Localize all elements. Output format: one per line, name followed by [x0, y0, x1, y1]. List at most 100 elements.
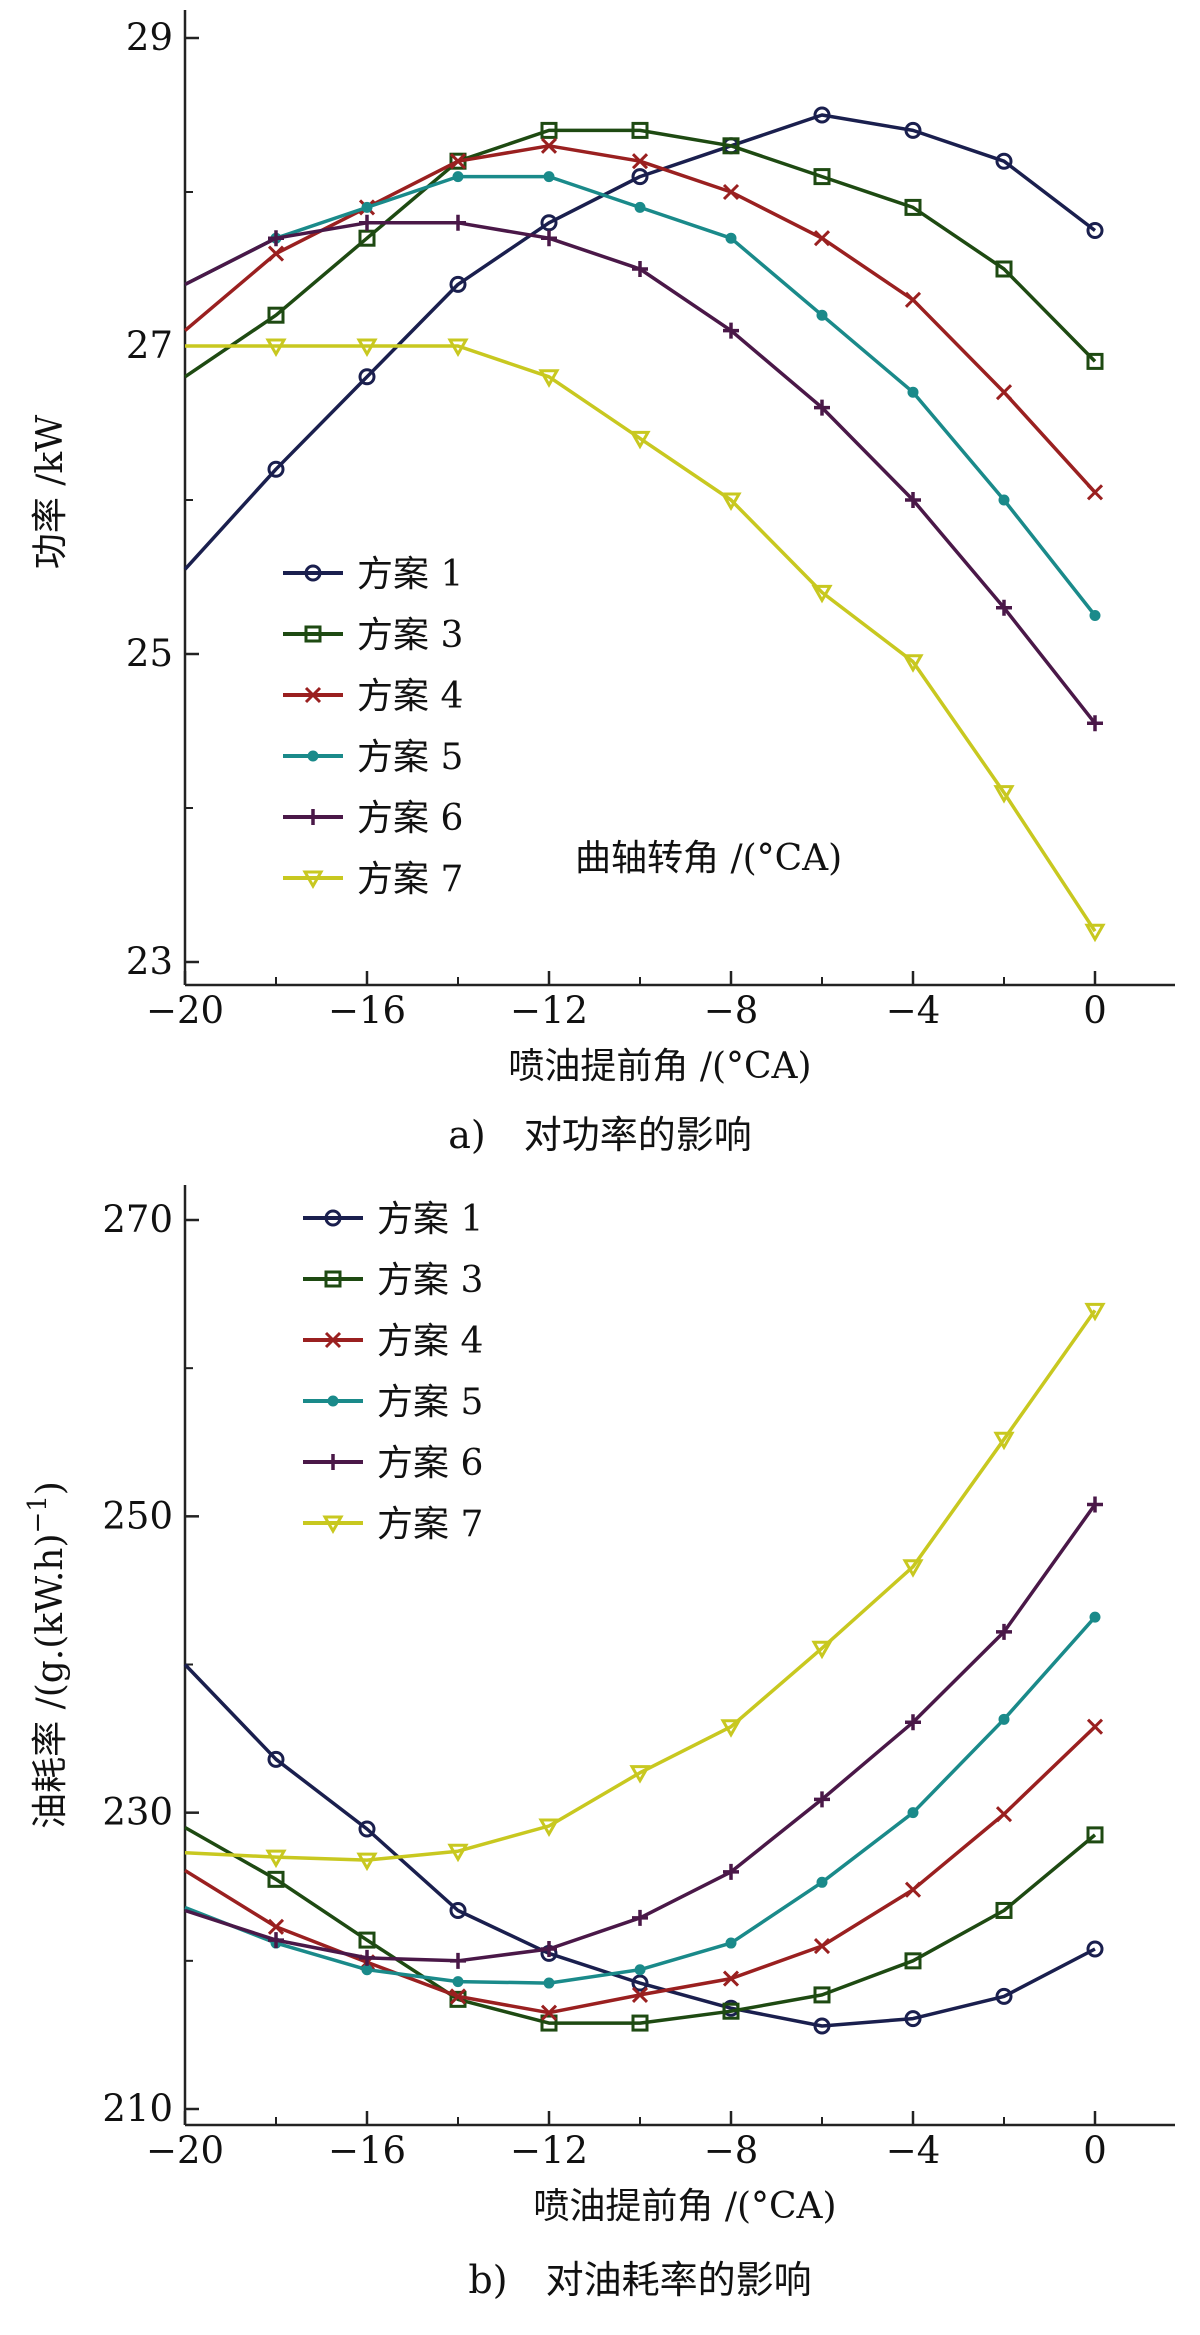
panel-a-data-point — [904, 198, 922, 216]
panel-a-data-point — [1086, 484, 1104, 501]
panel-b-series-line — [184, 1825, 1097, 2025]
panel-b-data-point — [449, 1901, 467, 1919]
panel-a-power: −20 −16 −12 −8 −4 0 23 25 27 29 方案 1 方案 3 方案 4 方案 5… — [30, 10, 1175, 1157]
panel-b-data-point — [907, 1807, 919, 1819]
panel-b-data-point — [904, 2010, 922, 2028]
panel-b-data-point — [998, 1713, 1010, 1725]
panel-b-x-ticks: −20 −16 −12 −8 −4 0 — [146, 2111, 1107, 2172]
panel-a-data-point — [723, 322, 739, 339]
panel-b-data-point — [1086, 1826, 1104, 1844]
panel-b-data-point — [356, 1852, 378, 1872]
panel-b-legend-marker — [324, 1270, 342, 1288]
panel-a-data-point — [1084, 923, 1106, 943]
panel-b-data-point — [1084, 1302, 1106, 1322]
panel-b-data-point — [540, 2004, 558, 2021]
panel-a-data-point — [358, 368, 376, 386]
panel-a-y-axis-label: 功率 /kW — [30, 415, 71, 569]
panel-a-data-point — [993, 785, 1015, 804]
panel-a-data-point — [361, 201, 373, 213]
panel-b-y-axis-label-main: 油耗率 /(g.(kW.h) — [30, 1534, 71, 1829]
panel-b-data-point — [358, 1931, 376, 1949]
panel-a-data-point — [904, 291, 922, 308]
panel-a-data-point — [449, 275, 467, 293]
panel-a-data-point — [267, 245, 285, 262]
panel-b-data-point — [720, 1719, 742, 1738]
panel-a-data-point — [265, 338, 287, 358]
panel-b-data-point — [267, 1918, 285, 1935]
panel-b-data-point — [452, 1976, 464, 1988]
panel-a-series-line — [184, 221, 1097, 725]
panel-a-series-3 — [183, 137, 1104, 501]
panel-b-data-point — [995, 1806, 1013, 1823]
panel-b-data-point — [1086, 1940, 1104, 1958]
panel-b-x-tick-label: 0 — [1083, 2129, 1107, 2172]
panel-b-data-point — [1087, 1496, 1103, 1513]
panel-b-legend-label: 方案 6 — [377, 1443, 483, 1484]
panel-b-caption: b) 对油耗率的影响 — [468, 2258, 811, 2302]
panel-a-data-point — [629, 430, 651, 450]
panel-b-data-point — [361, 1964, 373, 1976]
panel-a-series-line — [183, 113, 1097, 571]
panel-a-legend-marker — [302, 870, 324, 890]
panel-a-data-point — [995, 384, 1013, 401]
panel-b-data-point — [813, 1986, 831, 2004]
panel-b-data-point — [538, 1818, 560, 1838]
panel-b-data-point — [904, 1881, 922, 1898]
panel-b-data-point — [540, 2014, 558, 2032]
panel-a-series-1 — [183, 106, 1104, 571]
panel-a-data-point — [1089, 610, 1101, 621]
panel-a-data-point — [452, 171, 464, 183]
panel-b-data-point — [449, 1988, 467, 2005]
panel-b-legend-item: 方案 5 — [303, 1382, 483, 1423]
panel-a-legend-label: 方案 4 — [357, 676, 463, 717]
panel-a-data-point — [813, 168, 831, 186]
panel-a-data-point — [359, 214, 375, 231]
panel-b-legend-item: 方案 4 — [303, 1321, 483, 1362]
panel-a-data-point — [1086, 352, 1104, 370]
panel-b-data-point — [814, 1791, 830, 1808]
panel-b-data-point — [1089, 1611, 1101, 1623]
panel-b-y-tick-label: 250 — [102, 1494, 173, 1537]
panel-b-legend-marker — [322, 1515, 344, 1535]
panel-b-data-point — [629, 1765, 651, 1784]
panel-a-legend-marker — [307, 750, 319, 762]
panel-a-data-point — [811, 584, 833, 604]
panel-a-legend-label: 方案 5 — [357, 737, 463, 778]
panel-b-series-line — [184, 1309, 1097, 1862]
panel-a-x-ticks: −20 −16 −12 −8 −4 0 — [146, 971, 1107, 1032]
panel-a-legend-marker — [304, 625, 322, 643]
panel-b-x-axis-label: 喷油提前角 /(°CA) — [533, 2186, 836, 2227]
panel-b-data-point — [996, 1623, 1012, 1640]
panel-b-data-point — [358, 1820, 376, 1838]
panel-a-legend-item: 方案 4 — [283, 676, 463, 717]
panel-b-legend-label: 方案 7 — [377, 1504, 483, 1545]
panel-b-legend-item: 方案 1 — [303, 1199, 483, 1240]
panel-b-legend-marker — [324, 1209, 342, 1227]
panel-b-y-tick-label: 270 — [102, 1198, 173, 1241]
panel-a-data-point — [541, 230, 557, 247]
panel-b-data-point — [632, 1909, 648, 1926]
panel-a-data-point — [540, 121, 558, 139]
panel-a-x-tick-label: −20 — [146, 989, 224, 1032]
panel-a-data-point — [995, 260, 1013, 278]
panel-b-y-axis-label-superscript: −1 — [23, 1495, 53, 1533]
panel-a-legend-marker — [304, 564, 322, 582]
panel-b-data-point — [722, 1970, 740, 1987]
panel-b-series-3 — [184, 1718, 1104, 2021]
panel-b-data-point — [995, 1901, 1013, 1919]
panel-b-legend-item: 方案 7 — [303, 1504, 483, 1545]
panel-b-legend-label: 方案 4 — [377, 1321, 483, 1362]
panel-a-x-axis-label: 喷油提前角 /(°CA) — [508, 1046, 811, 1087]
panel-a-data-point — [996, 599, 1012, 616]
panel-a-data-point — [358, 229, 376, 247]
panel-a-annotation: 曲轴转角 /(°CA) — [575, 838, 842, 879]
panel-b-series — [183, 1302, 1106, 2035]
panel-b-y-tick-label: 210 — [102, 2087, 173, 2130]
panel-b-data-point — [631, 1974, 649, 1992]
panel-b-legend-marker — [327, 1395, 339, 1407]
panel-a-data-point — [998, 494, 1010, 506]
panel-a-series-2 — [184, 121, 1104, 379]
panel-a-legend-label: 方案 6 — [357, 798, 463, 839]
panel-b-data-point — [813, 2017, 831, 2035]
panel-b-data-point — [265, 1849, 287, 1869]
